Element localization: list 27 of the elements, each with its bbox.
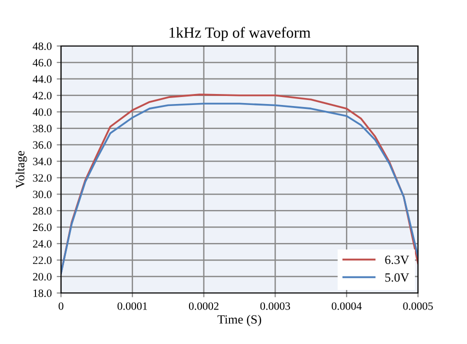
legend-label: 5.0V (385, 273, 410, 282)
legend-label: 6.3V (385, 256, 410, 264)
x-tick-label: 0.0005 (403, 302, 433, 310)
y-tick-label: 38.0 (33, 124, 52, 132)
x-tick-label: 0.0004 (332, 302, 362, 310)
y-tick-label: 34.0 (33, 158, 52, 166)
y-tick-label: 42.0 (32, 92, 52, 100)
y-tick-label: 26.0 (33, 224, 52, 232)
y-axis-title: Voltage (16, 150, 27, 188)
y-tick-label: 48.0 (32, 42, 52, 50)
y-tick-label: 24.0 (33, 240, 52, 248)
x-tick-label: 0 (58, 302, 64, 310)
x-axis-title: Time (S) (218, 314, 262, 326)
y-tick-label: 44.0 (32, 75, 52, 83)
y-tick-label: 20.0 (33, 273, 52, 281)
y-tick-label: 18.0 (34, 289, 52, 298)
y-tick-label: 28.0 (33, 207, 52, 215)
y-tick-label: 36.0 (33, 141, 52, 149)
x-tick-label: 0.0001 (118, 302, 148, 310)
y-tick-label: 30.0 (33, 190, 52, 198)
y-tick-label: 46.0 (32, 58, 52, 66)
y-tick-label: 32.0 (33, 174, 52, 182)
chart-title: 1kHz Top of waveform (170, 26, 310, 41)
x-tick-label: 0.0003 (260, 302, 290, 310)
x-tick-label: 0.0002 (188, 302, 218, 310)
y-tick-label: 22.0 (33, 256, 52, 264)
y-tick-label: 40.0 (32, 108, 52, 116)
